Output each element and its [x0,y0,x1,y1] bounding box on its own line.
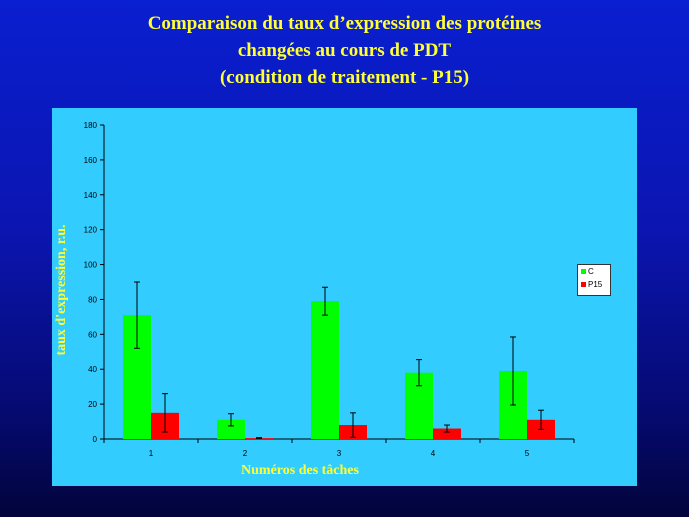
legend-label-p15: P15 [588,280,603,289]
bar-c-2 [217,419,245,439]
x-axis-label: Numéros des tâches [241,463,359,478]
legend-swatch-c [581,269,586,274]
x-tick-label: 5 [525,449,530,458]
legend-swatch-p15 [581,282,586,287]
legend-label-c: C [588,267,594,276]
legend-item-p15: P15 [578,278,610,291]
x-tick-label: 3 [337,449,342,458]
bar-chart: 0 20 40 60 80 100 120 140 160 180 1 2 3 4 5 [84,121,575,458]
chart-legend: C P15 [577,264,611,296]
y-tick-label: 60 [88,330,97,339]
bar-p15-4 [433,428,461,439]
legend-item-c: C [578,265,610,278]
y-tick-label: 40 [88,365,97,374]
y-tick-label: 100 [84,261,98,270]
y-tick-label: 140 [84,191,98,200]
y-tick-label: 160 [84,156,98,165]
y-tick-label: 0 [93,435,98,444]
y-tick-label: 120 [84,226,98,235]
x-tick-label: 1 [149,449,154,458]
bar-c-3 [311,301,339,439]
title-line-2: changées au cours de PDT [237,40,452,61]
title-line-3: (condition de traitement - P15) [219,67,470,88]
title-line-1: Comparaison du taux d’expression des pro… [147,13,542,34]
x-tick-label: 2 [243,449,248,458]
x-tick-label: 4 [431,449,436,458]
y-axis-label: taux d'expression, r.u. [54,224,69,356]
chart-panel: 0 20 40 60 80 100 120 140 160 180 1 2 3 4 5 [52,108,637,486]
y-tick-label: 80 [88,295,97,304]
y-tick-label: 20 [88,400,97,409]
y-tick-label: 180 [84,121,98,130]
slide-title: Comparaison du taux d’expression des pro… [0,10,689,91]
